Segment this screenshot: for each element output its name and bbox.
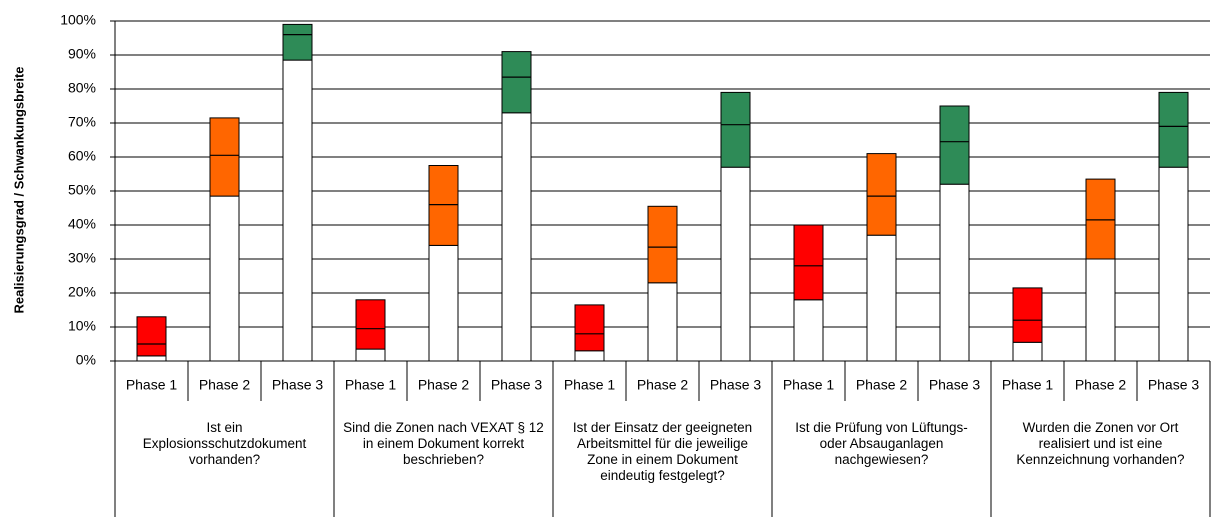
- range-bar: [355, 299, 386, 350]
- base-bar: [1012, 341, 1043, 362]
- range-bar: [1158, 91, 1189, 168]
- x-tick-label: Phase 1: [126, 377, 178, 393]
- range-bar: [647, 205, 678, 284]
- base-bar: [355, 348, 386, 362]
- range-bar: [793, 224, 824, 301]
- y-tick-label: 10%: [68, 318, 96, 334]
- y-tick-label: 80%: [68, 80, 96, 96]
- base-bar: [647, 282, 678, 362]
- y-tick-label: 40%: [68, 216, 96, 232]
- x-tick-label: Phase 2: [418, 377, 470, 393]
- base-bar: [136, 355, 167, 362]
- x-tick-label: Phase 3: [710, 377, 762, 393]
- x-tick-label: Phase 3: [491, 377, 543, 393]
- group-label: Ist der Einsatz der geeigneten Arbeitsmi…: [572, 420, 753, 483]
- x-tick-label: Phase 3: [929, 377, 981, 393]
- y-tick-label: 30%: [68, 250, 96, 266]
- y-axis-label: Realisierungsgrad / Schwankungsbreite: [11, 66, 26, 313]
- range-bar: [866, 153, 897, 236]
- base-bar: [939, 183, 970, 362]
- y-tick-label: 0%: [76, 352, 96, 368]
- x-tick-label: Phase 3: [272, 377, 324, 393]
- group-label: Sind die Zonen nach VEXAT § 12 in einem …: [343, 420, 544, 467]
- base-bar: [866, 234, 897, 362]
- y-tick-label: 90%: [68, 46, 96, 62]
- base-bar: [209, 195, 240, 362]
- y-tick-label: 20%: [68, 284, 96, 300]
- x-tick-label: Phase 1: [564, 377, 616, 393]
- x-tick-label: Phase 1: [783, 377, 835, 393]
- group-label: Wurden die Zonen vor Ort realisiert und …: [1016, 420, 1185, 467]
- group-label: Ist die Prüfung von Lüftungs- oder Absau…: [795, 420, 968, 467]
- range-bar: [136, 316, 167, 357]
- x-tick-label: Phase 2: [856, 377, 908, 393]
- x-tick-label: Phase 2: [1075, 377, 1127, 393]
- range-bar: [209, 117, 240, 197]
- base-bar: [501, 112, 532, 362]
- x-tick-label: Phase 3: [1148, 377, 1200, 393]
- y-tick-label: 70%: [68, 114, 96, 130]
- range-bar: [574, 304, 605, 352]
- x-tick-label: Phase 2: [637, 377, 689, 393]
- range-bar: [501, 51, 532, 114]
- range-bar: [939, 105, 970, 185]
- base-bar: [793, 299, 824, 362]
- base-bar: [720, 166, 751, 362]
- base-bar: [282, 59, 313, 362]
- base-bar: [1085, 258, 1116, 362]
- range-bar: [282, 23, 313, 61]
- range-bar: [1085, 178, 1116, 260]
- range-bar: [428, 165, 459, 246]
- x-tick-label: Phase 2: [199, 377, 251, 393]
- base-bar: [1158, 166, 1189, 362]
- y-tick-label: 100%: [60, 12, 96, 28]
- x-tick-label: Phase 1: [345, 377, 397, 393]
- y-tick-label: 60%: [68, 148, 96, 164]
- range-bar: [1012, 287, 1043, 343]
- base-bar: [574, 350, 605, 362]
- base-bar: [428, 244, 459, 362]
- group-label: Ist ein Explosionsschutzdokument vorhand…: [142, 420, 307, 467]
- x-tick-label: Phase 1: [1002, 377, 1054, 393]
- range-bar: [720, 91, 751, 168]
- y-tick-label: 50%: [68, 182, 96, 198]
